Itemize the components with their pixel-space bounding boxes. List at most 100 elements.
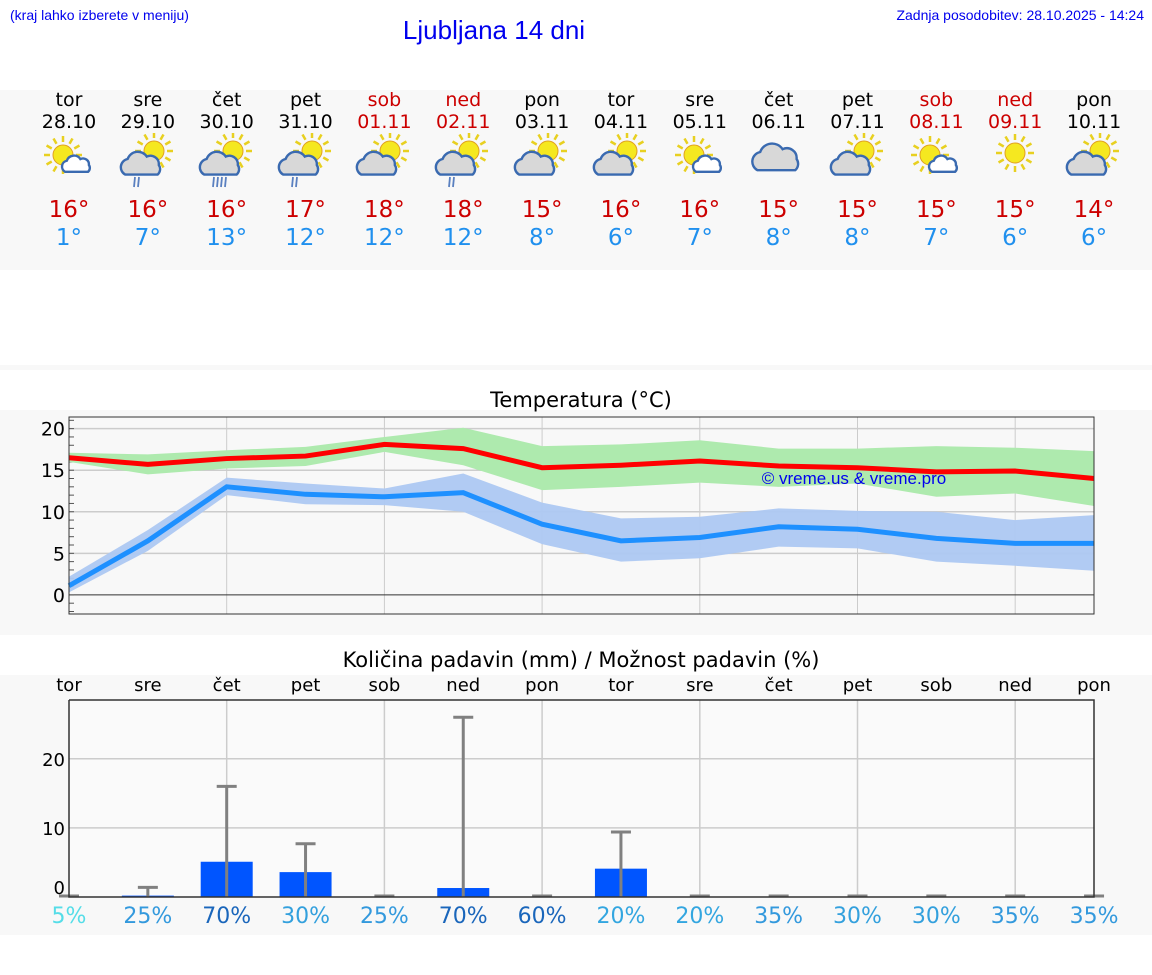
rain-icon — [132, 176, 140, 188]
min-temperature: 12° — [364, 225, 405, 251]
max-temperature: 15° — [837, 197, 878, 223]
day-of-week: tor — [607, 89, 635, 111]
day-date: 05.11 — [672, 111, 727, 133]
min-temperature: 6° — [607, 225, 634, 251]
precipitation-probability: 70% — [202, 904, 252, 929]
precipitation-probability: 20% — [596, 904, 646, 929]
precipitation-probability: 60% — [517, 904, 567, 929]
max-temperature: 16° — [679, 197, 721, 223]
y-tick-label: 0 — [53, 585, 65, 607]
day-of-week: sre — [685, 89, 715, 111]
min-temperature: 8° — [844, 225, 871, 251]
rain-icon — [290, 176, 298, 188]
precipitation-probability: 25% — [123, 904, 173, 929]
precipitation-day-label: pet — [290, 675, 321, 696]
cloud-icon — [60, 154, 91, 174]
precipitation-day-label: čet — [212, 675, 241, 696]
weather-icon — [434, 133, 489, 188]
day-date: 31.10 — [278, 111, 333, 133]
y-tick-label: 20 — [42, 750, 65, 771]
weather-icon — [750, 142, 799, 172]
max-temperature: 17° — [285, 197, 326, 223]
day-column: pet 31.10 17° 12° — [267, 89, 345, 252]
y-tick-label: 5 — [53, 543, 65, 565]
watermark: © vreme.us & vreme.pro — [762, 469, 946, 488]
cloud-icon — [513, 150, 556, 176]
min-temp-line — [67, 484, 1095, 588]
precipitation-probability: 35% — [990, 904, 1040, 929]
day-of-week: sob — [367, 89, 402, 111]
day-of-week: pet — [841, 89, 874, 111]
max-temperature: 14° — [1073, 197, 1115, 223]
temperature-chart: 0 5 10 15 20 © vreme.us & vreme.pro — [41, 416, 1095, 615]
weather-icon — [829, 133, 883, 176]
day-column: čet 06.11 15° 8° — [740, 89, 818, 252]
min-temperature: 8° — [765, 225, 792, 251]
day-date: 01.11 — [357, 111, 412, 133]
day-column: ned 09.11 15° 6° — [976, 89, 1054, 252]
day-column: sre 05.11 16° 7° — [661, 89, 739, 252]
cloud-icon — [356, 150, 398, 176]
sun-icon — [996, 134, 1035, 172]
day-date: 09.11 — [987, 111, 1043, 133]
day-of-week: sob — [919, 89, 954, 111]
min-temperature: 6° — [1080, 225, 1108, 251]
precipitation-day-label: ned — [998, 675, 1033, 696]
weather-icon — [44, 136, 91, 174]
cloud-icon — [592, 150, 635, 176]
day-column: čet 30.10 16° 13° — [188, 89, 266, 252]
cloud-icon — [434, 150, 477, 176]
weather-icon — [198, 133, 252, 188]
precipitation-day-label: tor — [56, 675, 82, 696]
precipitation-day-label: sre — [686, 675, 714, 696]
precipitation-day-label: tor — [608, 675, 634, 696]
min-temperature: 13° — [206, 225, 248, 251]
day-date: 07.11 — [830, 111, 885, 133]
min-temperature: 8° — [529, 225, 556, 251]
precipitation-probability: 5% — [51, 904, 87, 929]
forecast-strip — [0, 90, 1152, 270]
weather-icon — [513, 133, 568, 176]
min-temperature: 12° — [442, 225, 484, 251]
max-temperature: 18° — [364, 197, 405, 223]
max-temperature: 16° — [600, 197, 642, 223]
day-of-week: pon — [1076, 89, 1112, 111]
max-temperature: 16° — [206, 197, 248, 223]
day-of-week: čet — [211, 89, 242, 111]
rain-icon — [448, 176, 456, 188]
y-tick-label: 20 — [41, 419, 65, 441]
precipitation-day-label: pet — [842, 675, 873, 696]
day-column: pon 10.11 14° 6° — [1055, 89, 1133, 252]
weather-icon — [119, 133, 173, 188]
last-updated: Zadnja posodobitev: 28.10.2025 - 14:24 — [896, 7, 1144, 23]
precipitation-day-label: pon — [525, 675, 560, 696]
precipitation-probability: 30% — [911, 904, 961, 929]
precipitation-probability: 70% — [438, 904, 488, 929]
y-tick-label: 10 — [42, 819, 65, 840]
day-date: 10.11 — [1066, 111, 1122, 133]
day-of-week: tor — [55, 89, 83, 111]
precipitation-day-label: sre — [134, 675, 162, 696]
precipitation-chart: 0 10 20 — [42, 699, 1105, 899]
day-column: sre 29.10 16° 7° — [109, 89, 187, 252]
plot-frame — [68, 416, 1095, 615]
y-tick-label: 0 — [54, 878, 65, 899]
divider — [0, 365, 1152, 370]
day-of-week: ned — [445, 89, 482, 111]
min-temperature: 7° — [923, 225, 950, 251]
min-temperature: 1° — [55, 225, 83, 251]
precipitation-probability: 30% — [281, 904, 330, 929]
day-date: 29.10 — [120, 111, 176, 133]
page-title: Ljubljana 14 dni — [402, 15, 586, 45]
min-temperature: 6° — [1002, 225, 1029, 251]
precipitation-probability: 35% — [1069, 904, 1119, 929]
cloud-icon — [691, 154, 722, 174]
precipitation-probability: 20% — [675, 904, 725, 929]
precipitation-day-label: pon — [1077, 675, 1111, 696]
precipitation-chart-title: Količina padavin (mm) / Možnost padavin … — [342, 648, 820, 672]
day-date: 30.10 — [199, 111, 254, 133]
precipitation-probability: 30% — [833, 904, 882, 929]
max-temperature: 16° — [127, 197, 169, 223]
day-column: tor 04.11 16° 6° — [582, 89, 660, 252]
cloud-icon — [928, 154, 959, 174]
